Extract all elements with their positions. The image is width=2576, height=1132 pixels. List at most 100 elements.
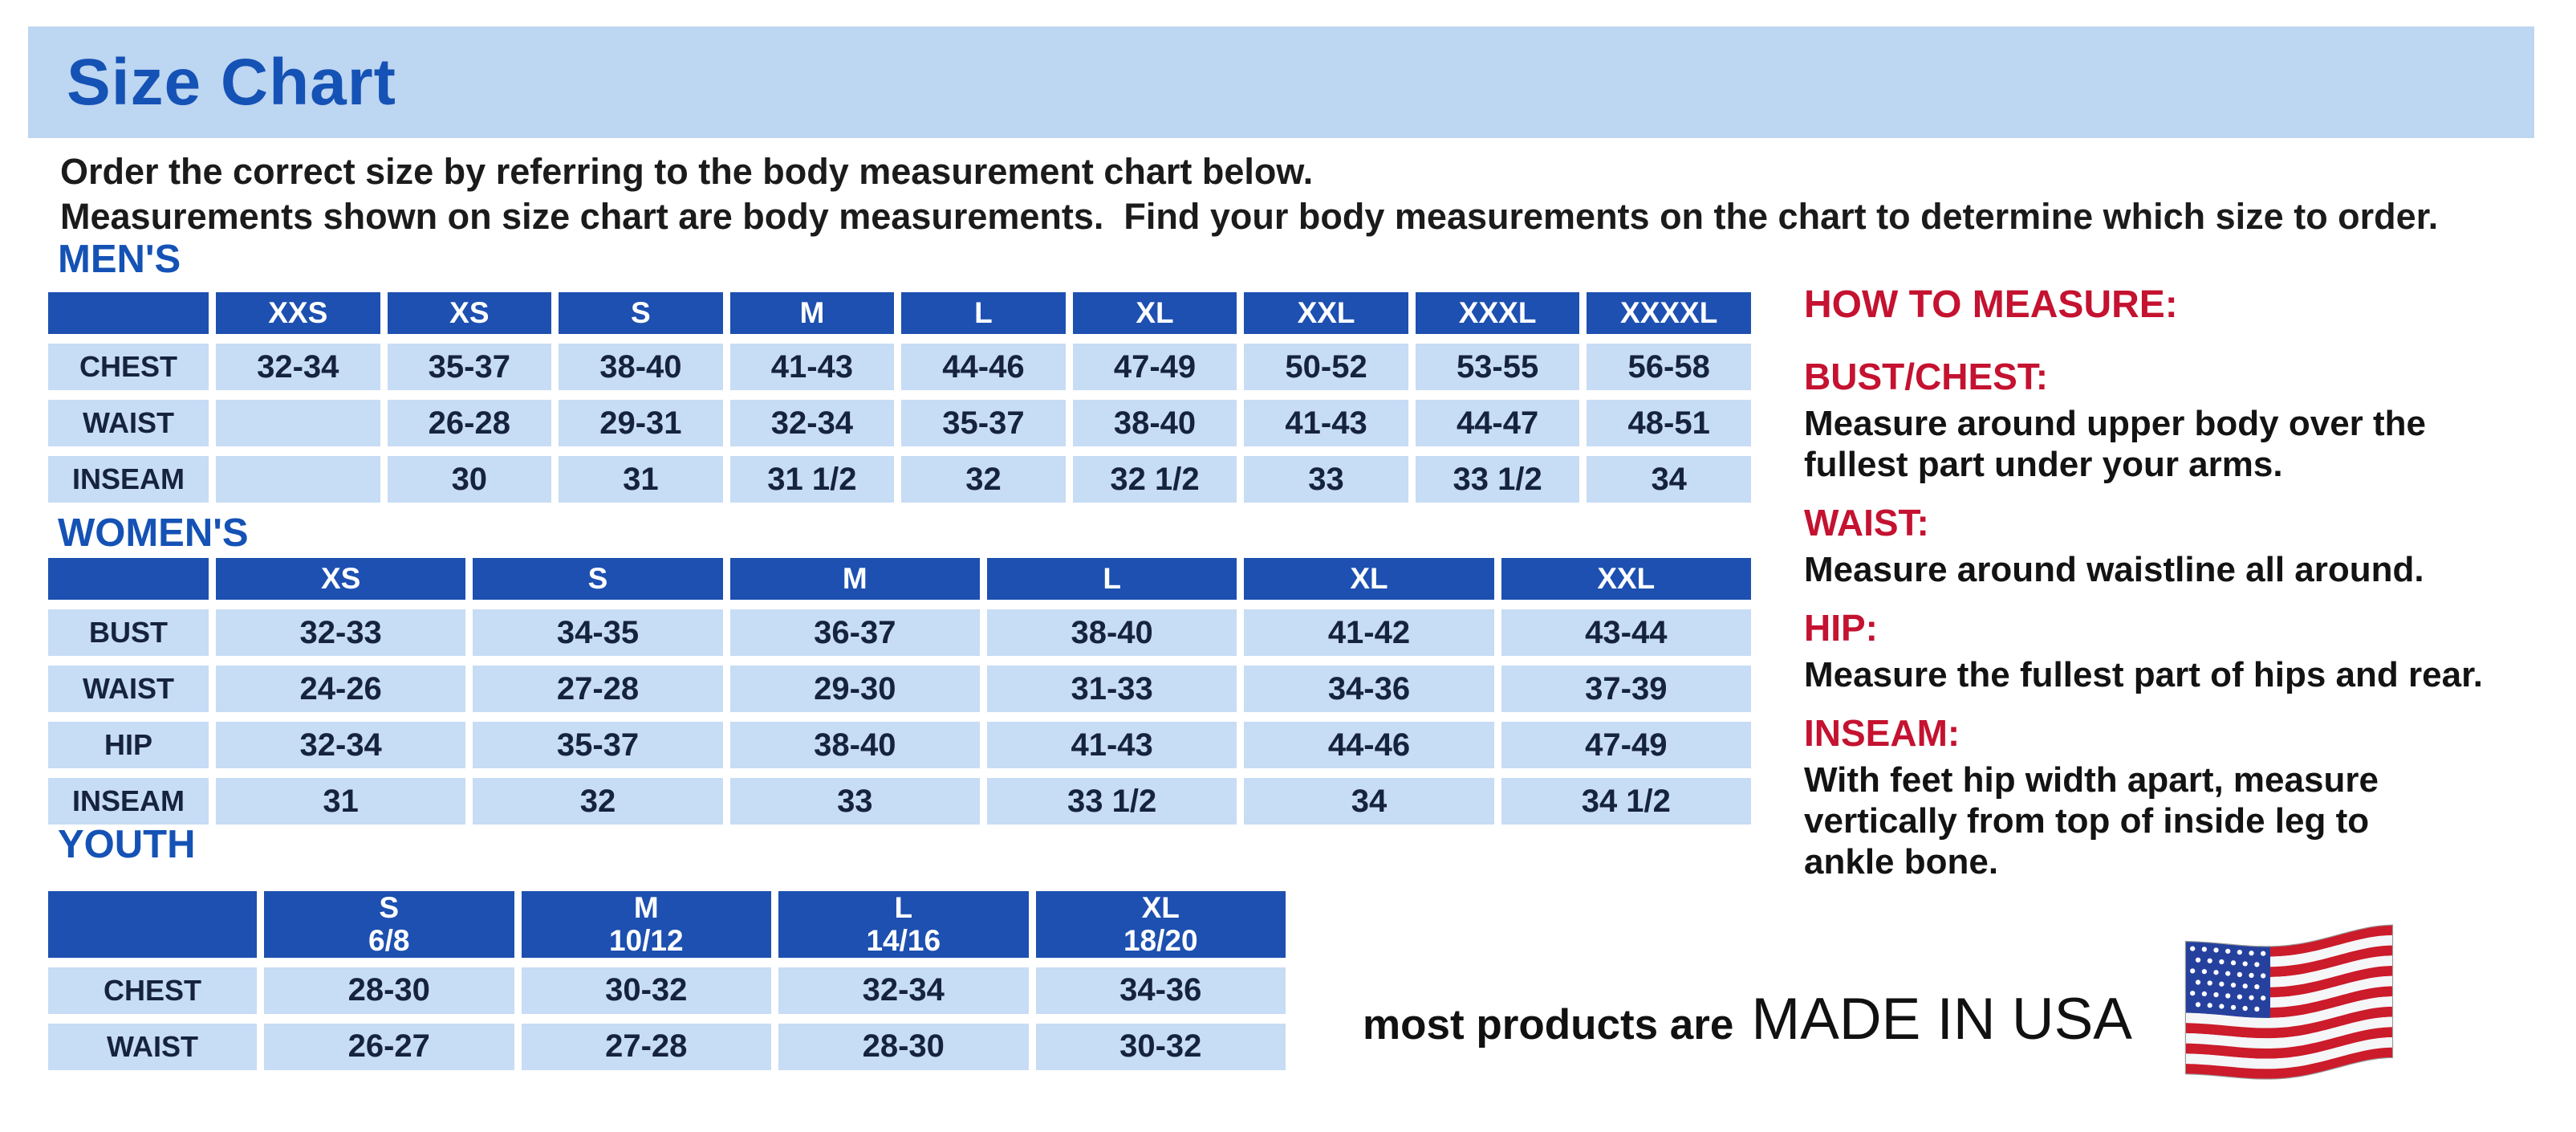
table-row: CHEST 28-30 30-32 32-34 34-36 xyxy=(48,967,1286,1014)
measure-item-text: Measure the fullest part of hips and rea… xyxy=(1804,655,2483,694)
column-header-cell: XS xyxy=(387,292,552,334)
size-value-cell: 34 xyxy=(1587,456,1751,503)
size-value-cell: 24-26 xyxy=(216,666,466,712)
size-value-cell: 34-36 xyxy=(1035,967,1286,1014)
usa-flag-icon xyxy=(2165,920,2410,1097)
size-value-cell: 29-30 xyxy=(729,666,980,712)
column-header-cell: M xyxy=(729,558,980,600)
size-value-cell: 32 xyxy=(901,456,1066,503)
column-header-cell: S xyxy=(559,292,723,334)
size-value-cell: 28-30 xyxy=(264,967,514,1014)
column-header-cell: XL 18/20 xyxy=(1035,891,1286,958)
table-row: HIP 32-34 35-37 38-40 41-43 44-46 47-49 xyxy=(48,722,1751,768)
size-value-cell: 31-33 xyxy=(986,666,1237,712)
size-value-cell xyxy=(216,400,380,446)
column-header-cell: XXS xyxy=(216,292,380,334)
size-value-cell: 31 1/2 xyxy=(729,456,895,503)
measure-item-text: Measure around waistline all around. xyxy=(1804,550,2424,589)
size-value-cell: 31 xyxy=(559,456,723,503)
size-value-cell: 44-46 xyxy=(1244,722,1494,768)
measure-item: INSEAM: With feet hip width apart, measu… xyxy=(1804,711,2566,882)
column-header-cell: L xyxy=(986,558,1237,600)
section-title-youth: YOUTH xyxy=(58,823,196,866)
size-value-cell: 35-37 xyxy=(473,722,723,768)
size-value-cell: 26-28 xyxy=(387,400,552,446)
youth-size-table: S 6/8 M 10/12 L 14/16 XL 18/20 CHEST 28-30 30-32 32… xyxy=(41,882,1293,1080)
size-value-cell: 28-30 xyxy=(778,1023,1029,1070)
size-value-cell: 35-37 xyxy=(387,344,552,390)
size-value-cell: 38-40 xyxy=(729,722,980,768)
column-header-cell: L xyxy=(901,292,1066,334)
size-value-cell: 34 xyxy=(1244,778,1494,825)
header-row: XS S M L XL XXL xyxy=(48,558,1751,600)
size-value-cell: 53-55 xyxy=(1415,344,1580,390)
table-row: WAIST 24-26 27-28 29-30 31-33 34-36 37-39 xyxy=(48,666,1751,712)
header-row: S 6/8 M 10/12 L 14/16 XL 18/20 xyxy=(48,891,1286,958)
size-value-cell: 33 1/2 xyxy=(1415,456,1580,503)
table-row: WAIST 26-27 27-28 28-30 30-32 xyxy=(48,1023,1286,1070)
how-to-measure-section: HOW TO MEASURE: BUST/CHEST: Measure arou… xyxy=(1804,283,2566,882)
column-header-cell: XXXL xyxy=(1415,292,1580,334)
made-in-usa-text: most products are MADE IN USA xyxy=(1363,986,2132,1053)
size-value-cell: 48-51 xyxy=(1587,400,1751,446)
size-value-cell: 31 xyxy=(216,778,466,825)
measure-item: HIP: Measure the fullest part of hips an… xyxy=(1804,606,2566,695)
size-value-cell: 32-34 xyxy=(216,722,466,768)
size-value-cell: 33 xyxy=(729,778,980,825)
column-header-cell: XS xyxy=(216,558,466,600)
size-value-cell: 41-43 xyxy=(986,722,1237,768)
column-header-cell: XXXXL xyxy=(1587,292,1751,334)
column-header-cell: L 14/16 xyxy=(778,891,1029,958)
size-value-cell: 32-34 xyxy=(778,967,1029,1014)
row-label-cell: BUST xyxy=(48,609,209,656)
size-value-cell: 47-49 xyxy=(1501,722,1751,768)
intro-line-1: Order the correct size by referring to t… xyxy=(60,151,1314,192)
column-header-cell xyxy=(48,558,209,600)
size-value-cell: 35-37 xyxy=(901,400,1066,446)
size-value-cell: 32-34 xyxy=(216,344,380,390)
row-label-cell: CHEST xyxy=(48,967,257,1014)
section-title-mens: MEN'S xyxy=(58,238,181,281)
size-value-cell: 30-32 xyxy=(1035,1023,1286,1070)
made-in-usa-emphasis: MADE IN USA xyxy=(1751,987,2132,1052)
column-header-cell: XXL xyxy=(1501,558,1751,600)
womens-size-table: XS S M L XL XXL BUST 32-33 34-35 36-37 38-40 41-42 4… xyxy=(41,548,1758,834)
row-label-cell: WAIST xyxy=(48,400,209,446)
column-header-cell: XL xyxy=(1072,292,1237,334)
size-value-cell: 26-27 xyxy=(264,1023,514,1070)
size-value-cell: 41-43 xyxy=(1244,400,1408,446)
size-value-cell: 30-32 xyxy=(521,967,771,1014)
table-row: INSEAM 30 31 31 1/2 32 32 1/2 33 33 1/2 34 xyxy=(48,456,1751,503)
measure-item-label: WAIST: xyxy=(1804,502,1929,544)
table-row: BUST 32-33 34-35 36-37 38-40 41-42 43-44 xyxy=(48,609,1751,656)
measure-item-label: HIP: xyxy=(1804,607,1878,649)
size-value-cell: 32-33 xyxy=(216,609,466,656)
column-header-cell: XL xyxy=(1244,558,1494,600)
page-title: Size Chart xyxy=(67,45,396,119)
size-value-cell: 33 1/2 xyxy=(986,778,1237,825)
size-value-cell: 38-40 xyxy=(559,344,723,390)
row-label-cell: WAIST xyxy=(48,666,209,712)
measure-item-label: INSEAM: xyxy=(1804,712,1960,754)
column-header-cell: M 10/12 xyxy=(521,891,771,958)
how-to-measure-title: HOW TO MEASURE: xyxy=(1804,283,2178,326)
size-value-cell: 32 1/2 xyxy=(1072,456,1237,503)
column-header-cell: S xyxy=(473,558,723,600)
size-value-cell: 41-43 xyxy=(729,344,895,390)
size-value-cell: 33 xyxy=(1244,456,1408,503)
size-value-cell: 41-42 xyxy=(1244,609,1494,656)
measure-item: BUST/CHEST: Measure around upper body ov… xyxy=(1804,355,2566,485)
size-value-cell: 50-52 xyxy=(1244,344,1408,390)
table-row: CHEST 32-34 35-37 38-40 41-43 44-46 47-49 50-52… xyxy=(48,344,1751,390)
size-value-cell: 34-36 xyxy=(1244,666,1494,712)
title-bar: Size Chart xyxy=(28,26,2534,138)
size-value-cell: 47-49 xyxy=(1072,344,1237,390)
size-value-cell: 29-31 xyxy=(559,400,723,446)
made-in-usa-prefix: most products are xyxy=(1363,1001,1734,1049)
section-title-womens: WOMEN'S xyxy=(58,511,249,555)
row-label-cell: INSEAM xyxy=(48,456,209,503)
intro-text: Order the correct size by referring to t… xyxy=(60,149,2438,239)
column-header-cell xyxy=(48,292,209,334)
size-value-cell: 37-39 xyxy=(1501,666,1751,712)
size-value-cell: 34 1/2 xyxy=(1501,778,1751,825)
